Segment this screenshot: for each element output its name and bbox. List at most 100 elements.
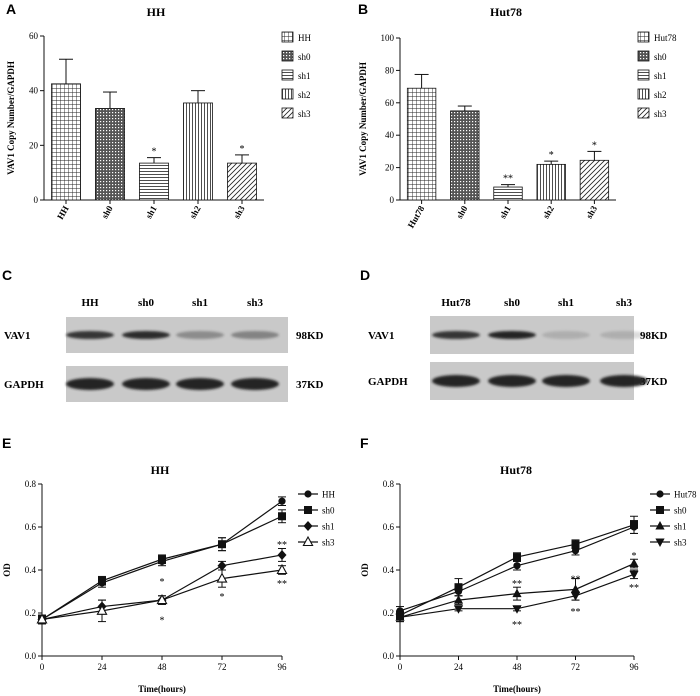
legend-label: sh3 [654,109,667,119]
legend-label: Hut78 [654,33,677,43]
chart-title: Hut78 [500,463,532,477]
data-point-sh1 [277,549,287,560]
data-point-sh0 [278,512,286,521]
x-tick-label: 48 [513,662,523,672]
lane-label-sh1: sh1 [192,297,208,309]
legend-label: sh0 [674,506,687,516]
x-tick-label: sh3 [232,204,247,221]
blot-size-label: 98KD [640,330,668,342]
y-tick-label: 60 [385,98,395,108]
x-tick-label: sh2 [188,204,203,221]
legend-swatch-sh1 [637,69,650,81]
blot-size-label: 98KD [296,330,324,342]
x-tick-label: sh0 [454,204,469,221]
x-tick-label: sh2 [541,204,556,221]
blot-band [542,331,590,339]
x-tick-label: 96 [278,662,288,672]
x-tick-label: sh0 [100,204,115,221]
data-point-sh0 [454,583,463,592]
legend-swatch-sh0 [281,50,294,62]
y-axis-label: OD [2,563,12,577]
y-tick-label: 40 [385,130,395,140]
x-tick-label: sh1 [498,204,513,221]
x-tick-label: 0 [398,662,403,672]
chart-title: HH [147,5,166,19]
y-tick-label: 0.6 [383,522,395,532]
x-tick-label: 0 [40,662,45,672]
y-tick-label: 0 [390,195,395,205]
legend-label: sh0 [298,52,311,62]
legend-marker-sh1 [655,521,665,530]
y-axis-label: VAV1 Copy Number/GAPDH [358,62,368,176]
bar-hh [51,83,81,201]
panel-letter-b: B [358,1,368,17]
lane-label-sh3: sh3 [247,297,263,309]
blot-label-gapdh: GAPDH [368,376,408,388]
x-tick-label: 24 [454,662,464,672]
data-point-sh3 [36,613,48,624]
data-point-sh3 [570,592,581,601]
blot-band [488,331,536,339]
legend-label: sh3 [322,538,335,548]
legend-marker-sh0 [304,506,312,514]
western-blot-hut78: Hut78 sh0 sh1 sh3 VAV1 98KD GAPDH 37KD [368,297,668,400]
data-point-sh1 [217,560,227,571]
panel-letter-c: C [2,267,12,283]
x-tick-label: 72 [571,662,580,672]
lane-label-sh1: sh1 [558,297,574,309]
data-point-sh3 [156,593,168,605]
significance-label: ** [277,579,287,590]
y-tick-label: 0.2 [383,608,394,618]
blot-band [66,331,114,339]
y-tick-label: 100 [381,33,395,43]
x-tick-label: HH [55,204,71,221]
x-axis-label: Time(hours) [138,684,186,694]
blot-band [176,331,224,339]
y-tick-label: 0.0 [25,651,37,661]
blot-size-label: 37KD [296,379,324,391]
blot-band [176,378,224,390]
significance-label: * [160,615,165,626]
significance-label: * [152,147,157,158]
y-tick-label: 20 [385,163,395,173]
data-point-sh3 [276,563,288,575]
lane-label-sh3: sh3 [616,297,632,309]
blot-band [231,378,279,390]
data-point-sh3 [96,604,108,615]
blot-band [600,375,648,387]
data-point-hh [278,497,286,505]
data-point-sh3 [453,605,464,614]
panel-letter-a: A [6,1,16,17]
x-tick-label: 48 [158,662,168,672]
legend-marker-sh0 [656,506,664,514]
legend-marker-sh3 [655,538,665,547]
blot-label-gapdh: GAPDH [4,379,44,391]
data-point-sh1 [512,588,522,598]
blot-band [600,331,648,339]
panel-letter-f: F [360,435,369,451]
bar-sh2 [536,163,566,201]
blot-band [432,331,480,339]
lane-label-hut78: Hut78 [441,297,471,309]
blot-band [66,378,114,390]
significance-label: ** [503,174,513,185]
blot-label-vav1: VAV1 [368,330,395,342]
x-tick-label: sh1 [144,204,159,221]
growth-chart-hut78: Hut78 0.0 0.2 0.4 0.6 0.8 0 24 48 72 96 OD Time(hour… [360,463,697,694]
legend-swatch-sh1 [281,69,294,81]
blot-band [122,378,170,390]
y-tick-label: 60 [29,31,39,41]
chart-title: Hut78 [490,5,522,19]
chart-title: HH [151,463,170,477]
data-point-sh1 [453,595,464,604]
legend-label: sh3 [674,538,687,548]
significance-label: * [220,592,225,603]
legend-swatch-hh [281,31,294,43]
y-tick-label: 0.4 [25,565,37,575]
significance-label: ** [277,540,287,551]
lane-label-sh0: sh0 [138,297,154,309]
data-point-sh0 [98,576,106,585]
y-tick-label: 40 [29,86,39,96]
y-tick-label: 0 [34,195,39,205]
significance-label: * [632,551,637,562]
